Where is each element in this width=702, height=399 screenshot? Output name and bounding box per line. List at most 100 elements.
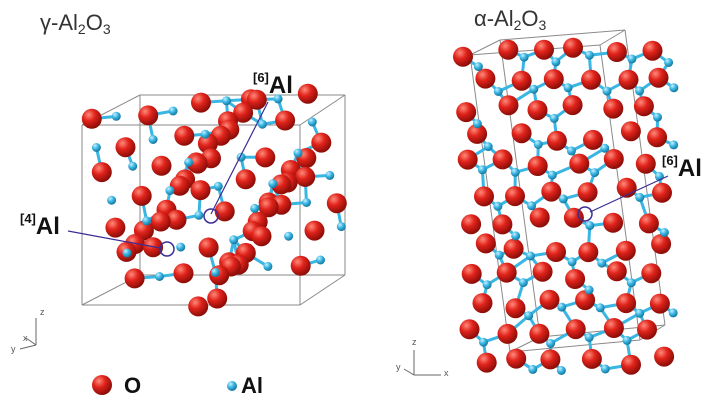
oxygen-atom — [651, 234, 671, 254]
aluminum-atom — [627, 278, 636, 287]
aluminum-atom — [519, 278, 528, 287]
oxygen-atom — [541, 182, 561, 202]
oxygen-atom — [566, 319, 586, 339]
aluminum-atom — [559, 194, 568, 203]
gamma-title-sub1: 2 — [78, 21, 86, 37]
aluminum-atom — [214, 182, 223, 191]
oxygen-atom — [512, 123, 532, 143]
aluminum-atom — [250, 204, 259, 213]
oxygen-atom — [116, 137, 136, 157]
oxygen-atom — [649, 68, 669, 88]
alpha-octahedral-sup: [6] — [662, 153, 678, 168]
oxygen-atom — [191, 93, 211, 113]
oxygen-atom — [619, 70, 639, 90]
oxygen-atom — [82, 109, 102, 129]
aluminum-atom — [316, 256, 325, 265]
oxygen-atom — [456, 102, 476, 122]
oxygen-atom — [236, 169, 256, 189]
oxygen-atom — [530, 208, 550, 228]
alpha-y-axis-arrow — [404, 369, 414, 375]
aluminum-atom — [149, 135, 158, 144]
aluminum-atom — [528, 365, 537, 374]
oxygen-atom — [634, 96, 654, 116]
oxygen-atom — [188, 296, 208, 316]
oxygen-atom — [132, 186, 152, 206]
aluminum-atom — [107, 196, 116, 205]
oxygen-atom — [506, 349, 526, 369]
oxygen-atom — [616, 241, 636, 261]
legend-symbols — [92, 375, 237, 395]
aluminum-atom — [567, 146, 576, 155]
oxygen-atom — [563, 95, 583, 115]
aluminum-atom — [603, 87, 612, 96]
oxygen-atom — [643, 41, 663, 61]
gamma-y-axis-arrow — [20, 345, 36, 349]
aluminum-atom — [635, 193, 644, 202]
alpha-title-mid: O — [521, 6, 538, 31]
aluminum-atom — [176, 243, 185, 252]
aluminum-atom — [211, 268, 220, 277]
gamma-tetrahedral-text: Al — [36, 213, 60, 240]
oxygen-atom — [528, 100, 548, 120]
aluminum-atom — [112, 112, 121, 121]
unit-cell-edge — [300, 275, 345, 305]
aluminum-atom — [294, 149, 303, 158]
oxygen-atom — [652, 183, 672, 203]
alpha-title-sub1: 2 — [514, 17, 522, 33]
oxygen-atom — [533, 262, 553, 282]
oxygen-atom — [199, 238, 219, 258]
aluminum-atom — [623, 336, 632, 345]
oxygen-atom — [152, 156, 172, 176]
oxygen-atom — [546, 242, 566, 262]
aluminum-atom — [653, 113, 662, 122]
aluminum-atom — [600, 144, 609, 153]
oxygen-atom — [563, 38, 583, 58]
aluminum-atom — [664, 58, 673, 67]
oxygen-atom — [105, 218, 125, 238]
oxygen-atom — [473, 293, 493, 313]
oxygen-atom — [607, 261, 627, 281]
oxygen-atom — [506, 298, 526, 318]
aluminum-atom — [325, 171, 334, 180]
oxygen-atom — [461, 214, 481, 234]
aluminum-atom — [546, 339, 555, 348]
oxygen-atom — [453, 47, 473, 67]
oxygen-atom — [458, 150, 478, 170]
aluminum-atom — [669, 308, 678, 317]
aluminum-atom — [308, 118, 317, 127]
oxygen-atom — [641, 263, 661, 283]
gamma-title-prefix: γ-Al — [40, 10, 78, 35]
oxygen-atom — [650, 294, 670, 314]
aluminum-atom — [548, 171, 557, 180]
gamma-axis-z-label: z — [40, 307, 45, 317]
aluminum-atom — [473, 119, 482, 128]
gamma-axis-x-label: x — [23, 333, 28, 343]
alpha-title-prefix: α-Al — [474, 6, 514, 31]
oxygen-atom — [497, 263, 517, 283]
oxygen-atom — [603, 213, 623, 233]
aluminum-atom — [263, 262, 272, 271]
gamma-octahedral-al-label: [6]Al — [253, 72, 293, 100]
aluminum-atom — [596, 303, 605, 312]
gamma-axis-y-label: y — [11, 344, 16, 354]
gamma-title-sub2: 3 — [103, 21, 111, 37]
unit-cell-edge — [600, 30, 625, 45]
aluminum-atom — [557, 366, 566, 375]
alpha-axis-x-label: x — [444, 368, 449, 378]
oxygen-atom — [583, 130, 603, 150]
legend-oxygen-symbol — [92, 375, 112, 395]
aluminum-atom — [494, 87, 503, 96]
oxygen-atom — [498, 40, 518, 60]
axis-triads — [20, 318, 441, 375]
aluminum-atom — [660, 228, 669, 237]
aluminum-atom — [128, 162, 137, 171]
aluminum-atom — [568, 257, 577, 266]
oxygen-atom — [474, 186, 494, 206]
aluminum-atom — [229, 235, 238, 244]
aluminum-atom — [92, 143, 101, 152]
oxygen-atom — [534, 40, 554, 60]
oxygen-atom — [493, 149, 513, 169]
aluminum-atom — [511, 168, 520, 177]
aluminum-atom — [337, 222, 346, 231]
aluminum-atom — [268, 179, 277, 188]
